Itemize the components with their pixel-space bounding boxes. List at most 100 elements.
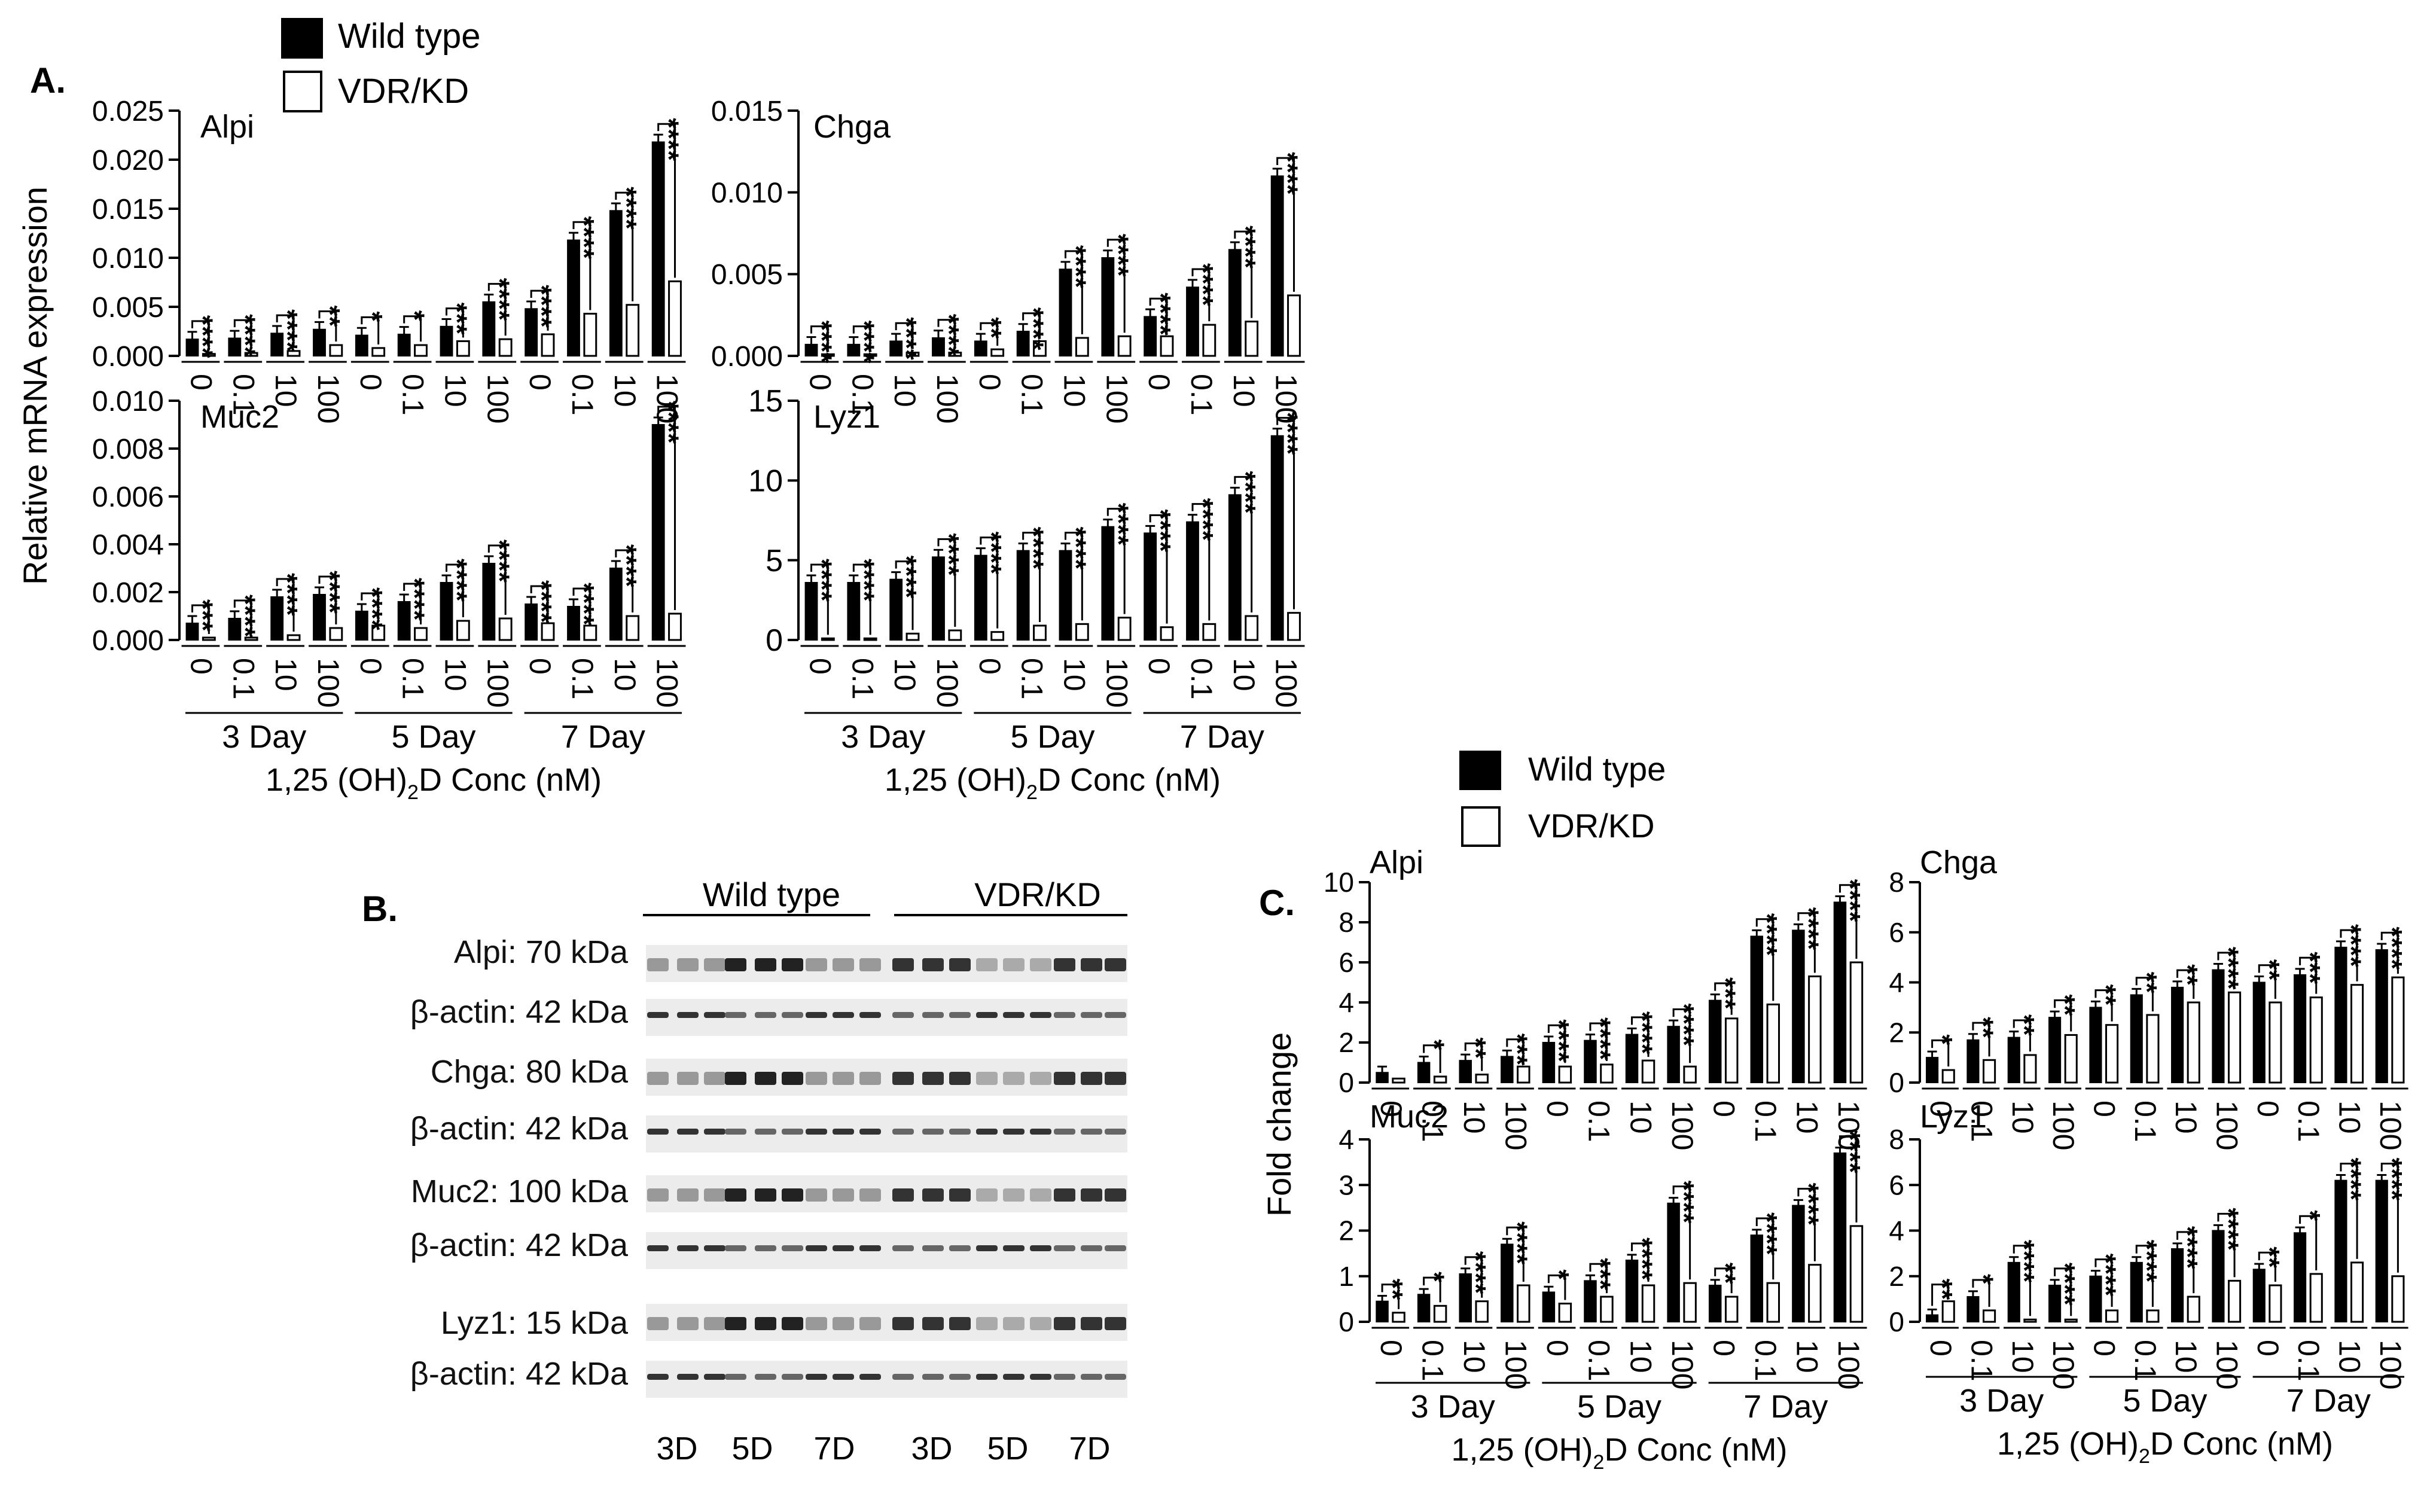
bar-vdr-kd	[456, 340, 470, 357]
chart-title: Chga	[813, 109, 891, 145]
significance-label: **	[2254, 1246, 2285, 1268]
blot-band	[976, 1374, 998, 1380]
significance-label: ****	[1752, 913, 1783, 956]
x-tick-label: 100	[1270, 658, 1303, 708]
significance-label: ****	[1188, 498, 1219, 541]
blot-band	[1081, 1072, 1102, 1085]
bar-vdr-kd	[990, 631, 1005, 641]
bar-wild-type	[2334, 946, 2347, 1083]
blot-band	[1030, 958, 1051, 971]
significance-bracket	[1106, 508, 1126, 614]
x-tick-label: 0.1	[1965, 1340, 1999, 1382]
bar-vdr-kd	[498, 338, 513, 357]
x-tick-label: 0	[523, 658, 557, 675]
x-tick-label: 10	[2333, 1101, 2367, 1134]
x-tick-label: 100	[481, 374, 514, 423]
bar-vdr-kd	[1517, 1065, 1530, 1084]
significance-bracket	[2094, 989, 2113, 1022]
y-tick-label: 5	[766, 544, 783, 578]
significance-label: ****	[1103, 503, 1134, 546]
bar-wild-type	[1833, 1152, 1847, 1322]
significance-bracket	[1672, 1008, 1691, 1063]
blot-band	[704, 1188, 725, 1202]
significance-label: ****	[569, 216, 600, 259]
panel-label-b: B.	[362, 889, 398, 929]
bar-vdr-kd	[498, 617, 513, 641]
x-tick-label: 0.1	[1416, 1340, 1449, 1382]
blot-band	[806, 958, 827, 971]
bar-vdr-kd	[1433, 1304, 1447, 1323]
bar-wild-type	[2294, 1232, 2307, 1322]
bar-vdr-kd	[2023, 1318, 2037, 1323]
y-tick-label: 4	[1339, 987, 1354, 1018]
significance-label: ****	[849, 321, 880, 364]
y-tick-label: 0	[1889, 1306, 1904, 1337]
significance-label: ****	[611, 187, 642, 230]
x-tick-label: 100	[1832, 1340, 1865, 1389]
bar-vdr-kd	[1983, 1059, 1996, 1084]
blot-band	[1030, 1188, 1051, 1202]
x-tick-label: 10	[269, 374, 303, 407]
significance-bracket	[487, 544, 507, 615]
blot-band	[833, 1072, 854, 1085]
bar-vdr-kd	[583, 312, 597, 357]
significance-bracket	[2094, 1258, 2113, 1307]
blot-band	[1003, 1374, 1025, 1380]
significance-bracket	[1191, 268, 1211, 322]
blot-band	[892, 1012, 914, 1018]
bar-wild-type	[1833, 901, 1847, 1083]
significance-bracket	[1838, 1135, 1858, 1223]
significance-label: ****	[976, 532, 1007, 575]
x-tick-label: 0	[1541, 1340, 1574, 1356]
panel-label-a: A.	[30, 60, 66, 100]
day-group-label: 7 Day	[561, 719, 645, 755]
day-group-label: 3 Day	[1411, 1389, 1495, 1425]
significance-bracket	[1106, 239, 1126, 333]
x-tick-label: 0.1	[1583, 1101, 1616, 1142]
significance-label: ****	[1188, 263, 1219, 306]
bar-wild-type	[2252, 1269, 2266, 1322]
blot-band	[806, 1012, 827, 1018]
x-tick-label: 0	[1924, 1101, 1958, 1117]
x-tick-label: 10	[1624, 1340, 1657, 1373]
x-tick-label: 0	[2251, 1101, 2285, 1117]
western-blot-panel: Wild type VDR/KD Alpi: 70 kDa β-actin: 4…	[410, 876, 1127, 1467]
significance-bracket	[2013, 1019, 2031, 1051]
significance-bracket	[1631, 1016, 1650, 1057]
chart-c-chga: 02468Chga*0**0.1**10**100**0**0.1**10***…	[1889, 845, 2408, 1150]
x-tick-label: 100	[1832, 1101, 1865, 1150]
blot-band	[859, 1072, 881, 1085]
x-tick-label: 100	[2047, 1340, 2080, 1389]
significance-bracket	[1931, 1039, 1950, 1067]
x-tick-label: 10	[2006, 1340, 2039, 1373]
day-group-label: 5 Day	[1010, 719, 1094, 755]
significance-bracket	[1191, 503, 1211, 621]
y-tick-label: 2	[1889, 1261, 1904, 1292]
significance-bracket	[2135, 1245, 2154, 1307]
blot-band	[1081, 1245, 1102, 1251]
chart-title: Muc2	[1370, 1099, 1449, 1135]
significance-label: ****	[806, 321, 837, 364]
bar-vdr-kd	[2105, 1024, 2119, 1084]
x-tick-label: 0	[1924, 1340, 1958, 1356]
x-tick-label: 0.1	[1749, 1101, 1782, 1142]
blot-band	[833, 1129, 854, 1135]
bar-vdr-kd	[286, 350, 301, 357]
significance-bracket	[937, 319, 956, 349]
blot-band	[1081, 1188, 1102, 1202]
blot-row-3-actin-label: β-actin: 42 kDa	[410, 1227, 629, 1263]
blot-band	[755, 1129, 776, 1135]
blot-band	[1081, 1374, 1102, 1380]
blot-band	[755, 1188, 776, 1202]
blot-band	[704, 1374, 725, 1380]
bar-wild-type	[2252, 981, 2266, 1083]
x-tick-label: 0	[803, 658, 837, 675]
significance-bracket	[1506, 1226, 1525, 1282]
y-tick-label: 8	[1339, 907, 1354, 938]
x-axis-title-sub: 2	[2139, 1445, 2150, 1468]
bar-vdr-kd	[1033, 340, 1047, 357]
significance-label: *	[400, 310, 431, 321]
y-tick-label: 0.000	[92, 341, 164, 373]
significance-bracket	[403, 315, 422, 342]
